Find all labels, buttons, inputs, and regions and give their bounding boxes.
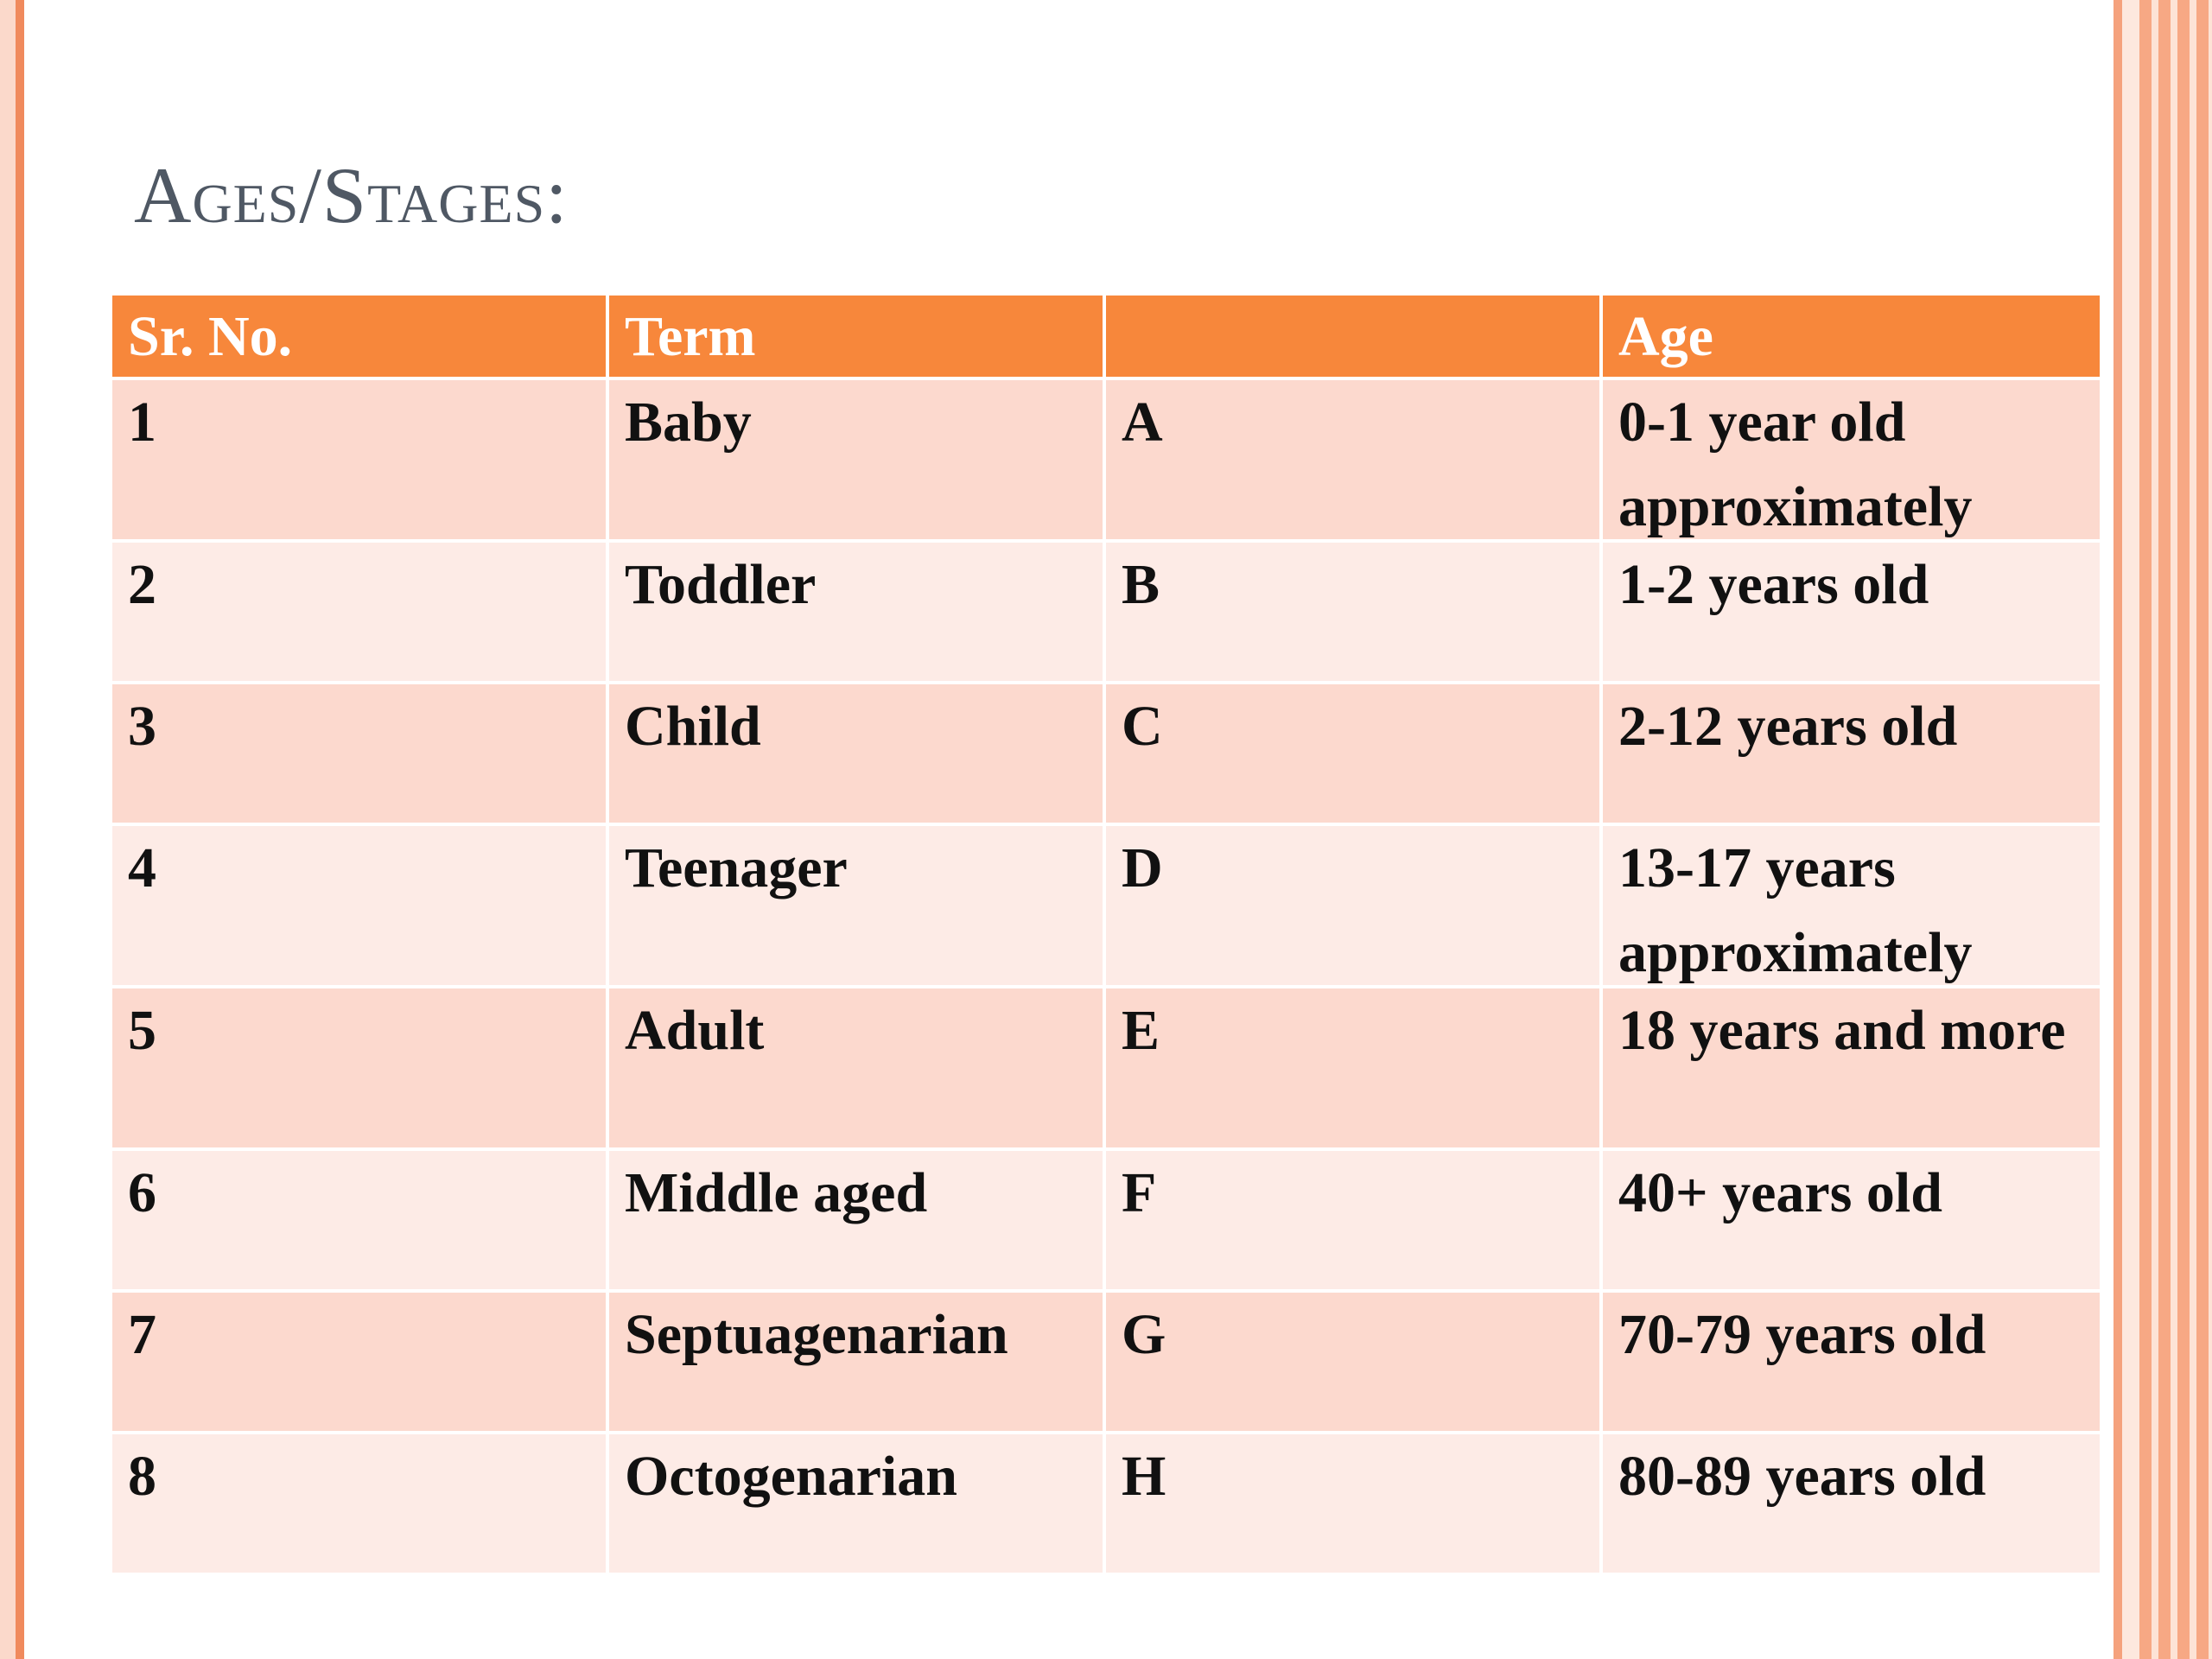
- cell-sr-no: 2: [112, 543, 609, 684]
- cell-term: Baby: [609, 380, 1106, 543]
- cell-term: Teenager: [609, 826, 1106, 988]
- cell-age: 80-89 years old: [1603, 1434, 2100, 1576]
- cell-term: Middle aged: [609, 1151, 1106, 1293]
- cell-letter: B: [1106, 543, 1603, 684]
- cell-letter: E: [1106, 988, 1603, 1151]
- cell-sr-no: 4: [112, 826, 609, 988]
- table-header-row: Sr. No. Term Age: [112, 296, 2100, 380]
- cell-letter: G: [1106, 1293, 1603, 1434]
- cell-age: 13-17 years approximately: [1603, 826, 2100, 988]
- cell-term: Octogenarian: [609, 1434, 1106, 1576]
- cell-sr-no: 1: [112, 380, 609, 543]
- cell-letter: C: [1106, 684, 1603, 826]
- cell-letter: A: [1106, 380, 1603, 543]
- cell-age: 0-1 year old approximately: [1603, 380, 2100, 543]
- cell-sr-no: 6: [112, 1151, 609, 1293]
- cell-sr-no: 3: [112, 684, 609, 826]
- table-row: 4 Teenager D 13-17 years approximately: [112, 826, 2100, 988]
- cell-term: Septuagenarian: [609, 1293, 1106, 1434]
- cell-term: Child: [609, 684, 1106, 826]
- cell-letter: H: [1106, 1434, 1603, 1576]
- cell-letter: F: [1106, 1151, 1603, 1293]
- cell-sr-no: 5: [112, 988, 609, 1151]
- cell-term: Adult: [609, 988, 1106, 1151]
- table-row: 5 Adult E 18 years and more: [112, 988, 2100, 1151]
- cell-age: 18 years and more: [1603, 988, 2100, 1151]
- right-border-pattern: [2139, 0, 2212, 1659]
- cell-letter: D: [1106, 826, 1603, 988]
- cell-sr-no: 8: [112, 1434, 609, 1576]
- cell-age: 2-12 years old: [1603, 684, 2100, 826]
- cell-age: 1-2 years old: [1603, 543, 2100, 684]
- table-row: 7 Septuagenarian G 70-79 years old: [112, 1293, 2100, 1434]
- cell-sr-no: 7: [112, 1293, 609, 1434]
- header-letter: [1106, 296, 1603, 380]
- header-age: Age: [1603, 296, 2100, 380]
- table-row: 1 Baby A 0-1 year old approximately: [112, 380, 2100, 543]
- table-row: 8 Octogenarian H 80-89 years old: [112, 1434, 2100, 1576]
- table-row: 2 Toddler B 1-2 years old: [112, 543, 2100, 684]
- table-row: 6 Middle aged F 40+ years old: [112, 1151, 2100, 1293]
- header-sr-no: Sr. No.: [112, 296, 609, 380]
- right-border-accent: [2113, 0, 2122, 1659]
- table-row: 3 Child C 2-12 years old: [112, 684, 2100, 826]
- cell-age: 40+ years old: [1603, 1151, 2100, 1293]
- header-term: Term: [609, 296, 1106, 380]
- left-border-stripe: [0, 0, 16, 1659]
- ages-stages-table: Sr. No. Term Age 1 Baby A 0-1 year old a…: [112, 296, 2100, 1576]
- slide-title: Ages/Stages:: [134, 151, 569, 239]
- cell-age: 70-79 years old: [1603, 1293, 2100, 1434]
- left-border-accent: [16, 0, 24, 1659]
- right-border-stripe: [2122, 0, 2139, 1659]
- cell-term: Toddler: [609, 543, 1106, 684]
